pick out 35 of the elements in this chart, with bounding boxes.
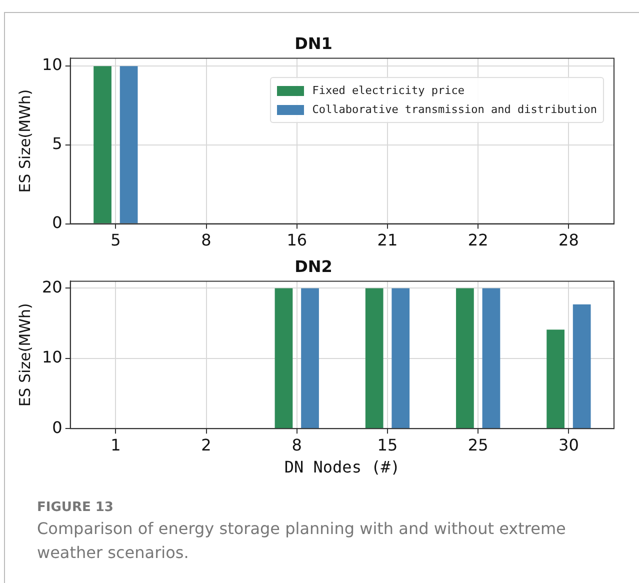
y-tick-label: 0 [52, 212, 62, 232]
bar [301, 288, 319, 428]
x-tick-label: 8 [292, 435, 302, 454]
bar [392, 288, 410, 428]
x-tick-label: 15 [377, 435, 398, 454]
caption: FIGURE 13 [37, 499, 114, 517]
x-tick-label: 1 [110, 435, 121, 454]
x-tick-label: 22 [468, 230, 488, 250]
y-tick-label: 10 [42, 55, 62, 74]
legend-label: Collaborative transmission and distribution [312, 103, 597, 116]
y-tick-label: 0 [52, 418, 62, 437]
x-tick-label: 30 [558, 435, 579, 454]
y-tick-label: 5 [52, 134, 62, 154]
x-tick-label: 25 [468, 435, 488, 454]
x-tick-label: 2 [201, 435, 212, 454]
chart-title: DN1 [294, 34, 332, 53]
x-tick-label: 21 [377, 230, 398, 250]
x-tick-label: 5 [110, 230, 121, 250]
chart-title: DN2 [294, 256, 332, 276]
y-axis-title: ES Size(MWh) [16, 303, 34, 407]
legend-label: Fixed electricity price [312, 84, 465, 97]
x-tick-label: 28 [558, 230, 579, 250]
bar [274, 288, 293, 428]
bar [572, 304, 591, 428]
bar [546, 330, 564, 428]
y-tick-label: 20 [42, 277, 62, 296]
x-axis-title: DN Nodes (#) [284, 458, 400, 477]
bar [482, 288, 500, 428]
bar [365, 288, 384, 428]
text: Comparison of energy storage planning with and without extreme weather scenarios. [37, 518, 567, 564]
y-axis-title: ES Size(MWh) [16, 89, 34, 193]
y-tick-label: 10 [42, 348, 62, 367]
x-tick-label: 8 [201, 230, 212, 250]
bar [456, 288, 474, 428]
x-tick-label: 16 [286, 230, 308, 250]
